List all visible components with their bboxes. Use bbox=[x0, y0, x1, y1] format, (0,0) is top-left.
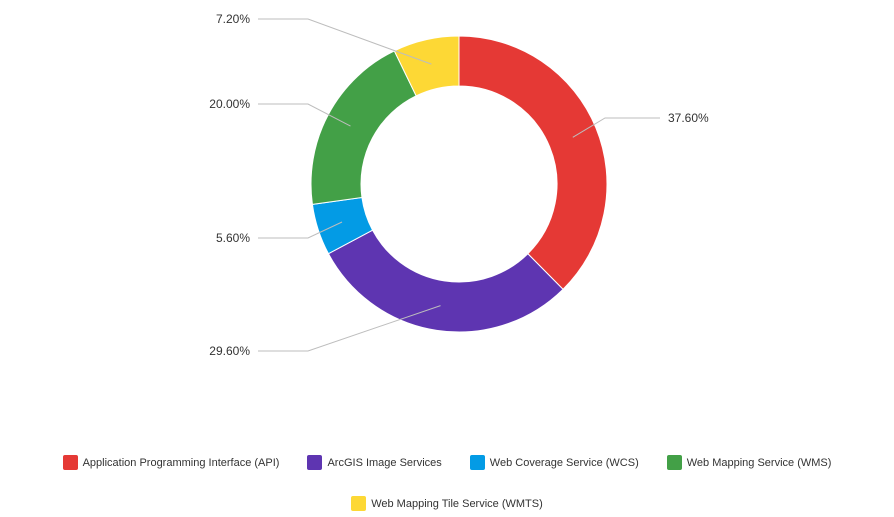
legend-label: Application Programming Interface (API) bbox=[82, 456, 280, 469]
leader-line bbox=[258, 18, 432, 65]
legend-swatch bbox=[62, 455, 78, 470]
legend-label: Web Coverage Service (WCS) bbox=[489, 456, 639, 469]
legend-swatch bbox=[666, 455, 682, 470]
legend-row-2: Web Mapping Tile Service (WMTS) bbox=[0, 496, 894, 511]
percentage-labels: 37.60% 29.60% 5.60% 20.00% 7.20% bbox=[209, 12, 709, 358]
legend-item[interactable]: Application Programming Interface (API) bbox=[62, 455, 280, 470]
label-leader-lines bbox=[258, 18, 660, 352]
leader-line bbox=[258, 221, 343, 239]
legend-swatch bbox=[307, 455, 323, 470]
donut-slice[interactable] bbox=[458, 35, 608, 291]
donut-slices bbox=[310, 35, 608, 333]
donut-slice[interactable] bbox=[327, 229, 564, 333]
donut-slice[interactable] bbox=[393, 35, 460, 97]
legend-item[interactable]: Web Mapping Tile Service (WMTS) bbox=[351, 496, 543, 511]
slice-percentage-label: 37.60% bbox=[668, 111, 709, 125]
slice-percentage-label: 5.60% bbox=[216, 231, 250, 245]
slice-percentage-label: 20.00% bbox=[209, 97, 250, 111]
legend-label: ArcGIS Image Services bbox=[327, 456, 442, 469]
leader-line bbox=[258, 305, 441, 352]
legend-label: Web Mapping Tile Service (WMTS) bbox=[371, 497, 543, 510]
leader-line bbox=[258, 103, 351, 127]
legend-swatch bbox=[351, 496, 367, 511]
donut-slice[interactable] bbox=[310, 50, 417, 205]
legend-item[interactable]: ArcGIS Image Services bbox=[307, 455, 442, 470]
legend-item[interactable]: Web Coverage Service (WCS) bbox=[469, 455, 639, 470]
slice-percentage-label: 7.20% bbox=[216, 12, 250, 26]
legend-swatch bbox=[469, 455, 485, 470]
slice-percentage-label: 29.60% bbox=[209, 344, 250, 358]
legend-label: Web Mapping Service (WMS) bbox=[686, 456, 832, 469]
legend-row-1: Application Programming Interface (API) A… bbox=[0, 455, 894, 470]
leader-line bbox=[572, 117, 660, 138]
legend-item[interactable]: Web Mapping Service (WMS) bbox=[666, 455, 832, 470]
